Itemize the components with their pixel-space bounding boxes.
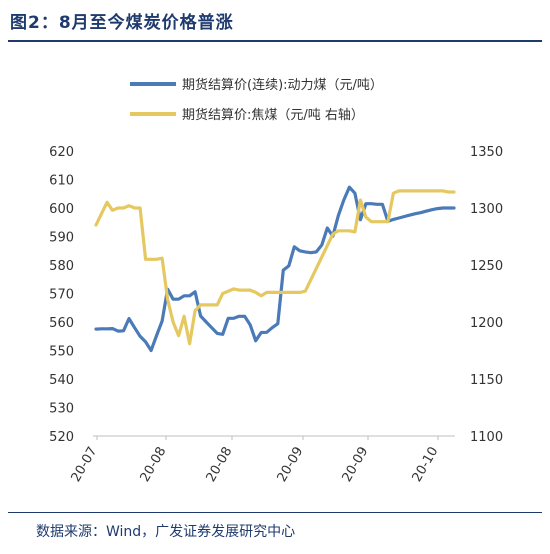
right-y-tick-label: 1350 [470,145,503,160]
right-y-tick-label: 1100 [470,430,503,445]
x-tick-label: 20-08 [138,445,170,485]
x-axis: 20-07 20-08 20-08 20-09 20-09 20-10 [69,435,455,485]
left-y-tick-label: 540 [49,373,74,388]
x-tick-label: 20-09 [340,445,372,485]
right-y-tick-label: 1200 [470,316,503,331]
left-y-tick-label: 590 [49,231,74,246]
left-y-tick-label: 550 [49,345,74,360]
source-note: 数据来源：Wind，广发证券发展研究中心 [36,524,296,540]
source-divider [8,512,542,513]
coking-coal-line [94,189,456,346]
left-y-tick-label: 530 [49,402,74,417]
left-y-tick-label: 580 [49,259,74,274]
x-tick-label: 20-07 [69,445,101,485]
title-divider [8,40,542,42]
legend: 期货结算价(连续):动力煤（元/吨） 期货结算价:焦煤（元/吨 右轴） [130,77,383,123]
left-y-axis: 520 530 540 550 560 570 580 590 600 610 620 [49,145,74,445]
left-y-tick-label: 610 [49,174,74,189]
right-y-tick-label: 1150 [470,373,503,388]
left-y-tick-label: 570 [49,288,74,303]
left-y-tick-label: 600 [49,202,74,217]
x-tick-label: 20-09 [275,445,307,485]
x-tick-label: 20-10 [410,445,442,485]
right-y-tick-label: 1300 [470,202,503,217]
price-line-chart: 期货结算价(连续):动力煤（元/吨） 期货结算价:焦煤（元/吨 右轴） 520 53… [49,77,503,485]
x-tick-label: 20-08 [204,445,236,485]
left-y-tick-label: 520 [49,430,74,445]
legend-label-thermal-coal: 期货结算价(连续):动力煤（元/吨） [182,77,383,93]
right-y-axis: 1100 1150 1200 1250 1300 1350 [470,145,503,445]
thermal-coal-line [94,185,456,353]
series-lines [94,185,456,353]
left-y-tick-label: 620 [49,145,74,160]
chart-title: 图2：8月至今煤炭价格普涨 [10,13,234,33]
legend-label-coking-coal: 期货结算价:焦煤（元/吨 右轴） [182,107,364,123]
right-y-tick-label: 1250 [470,259,503,274]
left-y-tick-label: 560 [49,316,74,331]
